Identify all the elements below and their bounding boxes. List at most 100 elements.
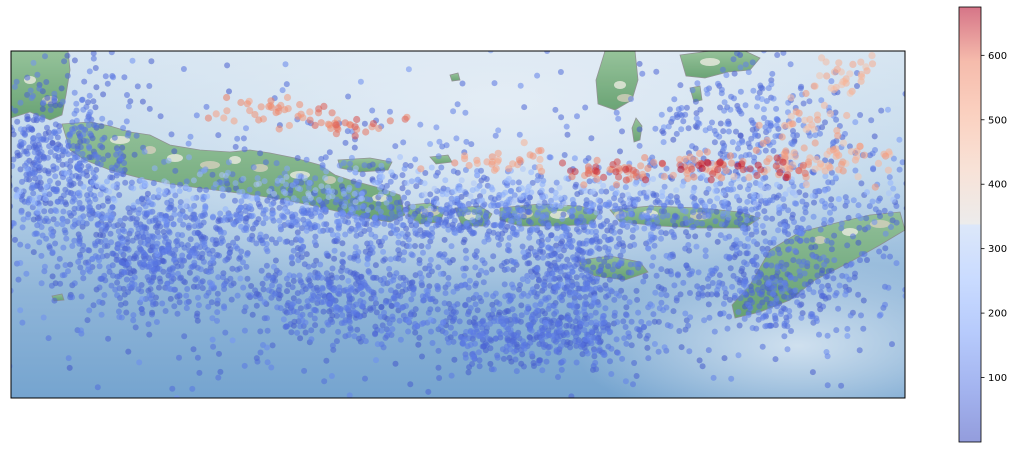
earthquake-point (910, 160, 917, 167)
earthquake-point (427, 191, 434, 198)
earthquake-point (604, 324, 611, 331)
earthquake-point (134, 250, 140, 257)
earthquake-point (743, 261, 750, 268)
earthquake-point (709, 280, 716, 286)
earthquake-point (312, 322, 319, 329)
earthquake-point (66, 364, 73, 371)
earthquake-point (36, 174, 43, 181)
earthquake-point (262, 159, 269, 166)
earthquake-point (44, 94, 51, 101)
earthquake-point (171, 303, 178, 310)
earthquake-point (412, 156, 419, 163)
earthquake-point (504, 266, 511, 273)
earthquake-point (30, 135, 36, 142)
earthquake-point (1, 174, 7, 180)
earthquake-point (199, 250, 206, 257)
earthquake-point (483, 217, 490, 224)
earthquake-point (408, 296, 415, 303)
earthquake-point (336, 162, 343, 169)
earthquake-point (387, 256, 394, 263)
earthquake-point (369, 161, 376, 168)
earthquake-point (257, 349, 264, 356)
earthquake-point (288, 239, 295, 246)
earthquake-point (697, 106, 704, 113)
earthquake-point (226, 250, 233, 257)
earthquake-point (890, 155, 897, 162)
earthquake-point (303, 227, 310, 234)
earthquake-point (576, 241, 583, 248)
earthquake-point (209, 336, 216, 343)
earthquake-point (661, 286, 668, 293)
earthquake-point (685, 322, 692, 329)
earthquake-point (236, 265, 243, 272)
earthquake-point (316, 209, 323, 216)
earthquake-point (417, 227, 424, 234)
earthquake-point (237, 204, 244, 211)
earthquake-point (567, 243, 574, 250)
earthquake-point (71, 280, 78, 287)
earthquake-point (573, 333, 579, 340)
earthquake-point (736, 322, 743, 329)
earthquake-point (301, 195, 308, 202)
earthquake-point (474, 307, 481, 314)
earthquake-point (38, 252, 45, 259)
earthquake-point (843, 198, 850, 205)
earthquake-point (661, 344, 668, 351)
earthquake-point (388, 303, 395, 309)
earthquake-point (521, 104, 528, 111)
earthquake-point (608, 371, 615, 377)
earthquake-point (70, 128, 77, 135)
earthquake-point (196, 223, 202, 230)
earthquake-point (451, 356, 458, 363)
earthquake-point (138, 282, 145, 288)
earthquake-point (461, 272, 468, 279)
earthquake-point (146, 209, 153, 216)
earthquake-point (511, 192, 518, 199)
earthquake-point (760, 51, 767, 54)
earthquake-point (186, 222, 192, 229)
earthquake-point (526, 321, 533, 328)
earthquake-point (725, 128, 732, 135)
earthquake-point (288, 329, 295, 336)
earthquake-point (628, 318, 635, 325)
earthquake-point (555, 319, 562, 326)
earthquake-point (846, 70, 854, 78)
earthquake-point (44, 154, 51, 161)
earthquake-point (751, 277, 758, 284)
earthquake-point (540, 254, 546, 261)
earthquake-point (369, 107, 376, 114)
earthquake-point (2, 223, 8, 229)
earthquake-point (462, 247, 469, 254)
earthquake-point (283, 181, 289, 188)
earthquake-point (246, 107, 254, 115)
earthquake-point (359, 171, 366, 178)
earthquake-point (11, 111, 12, 115)
earthquake-point (596, 346, 603, 353)
earthquake-point (108, 239, 115, 246)
earthquake-point (682, 111, 689, 118)
earthquake-point (785, 99, 792, 106)
earthquake-point (742, 152, 749, 159)
earthquake-point (816, 72, 824, 80)
earthquake-point (221, 229, 227, 236)
earthquake-point (547, 154, 554, 161)
earthquake-point (436, 375, 443, 381)
earthquake-point (536, 276, 542, 283)
earthquake-point (540, 281, 547, 288)
earthquake-point (789, 211, 796, 218)
earthquake-point (826, 110, 835, 118)
earthquake-point (782, 285, 789, 292)
earthquake-point (544, 270, 551, 277)
earthquake-point (361, 120, 368, 127)
earthquake-point (538, 233, 545, 240)
earthquake-point (856, 142, 864, 150)
earthquake-point (115, 228, 122, 235)
earthquake-point (169, 385, 176, 392)
earthquake-point (812, 132, 819, 139)
earthquake-point (11, 105, 14, 112)
earthquake-point (60, 192, 67, 199)
earthquake-point (584, 266, 591, 273)
earthquake-point (450, 168, 457, 175)
earthquake-point (396, 317, 403, 324)
earthquake-point (593, 228, 599, 235)
